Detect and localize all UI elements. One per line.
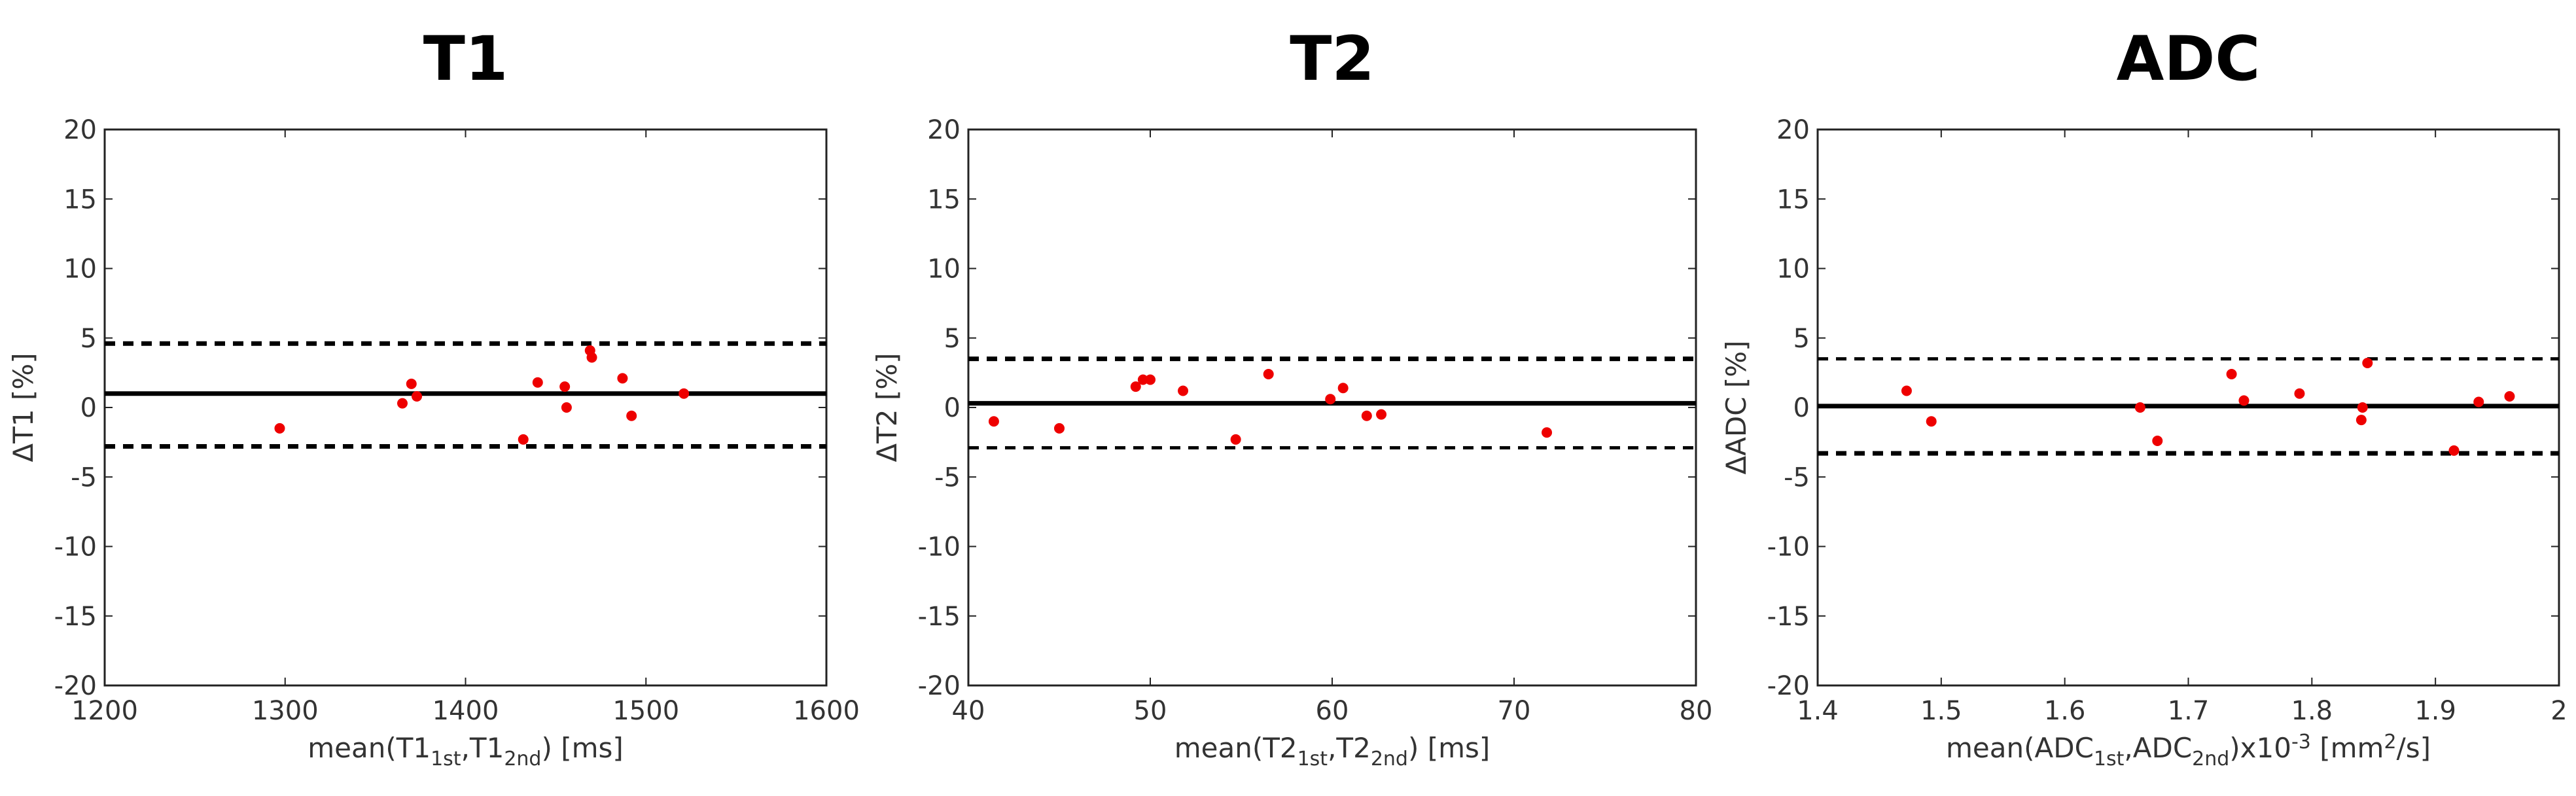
adc-data-point — [2448, 445, 2460, 456]
t2-data-point — [1145, 374, 1156, 385]
t2-data-point — [1542, 427, 1553, 438]
adc-xtick-label: 1.9 — [2414, 696, 2456, 726]
adc-xtick-label: 1.6 — [2044, 696, 2086, 726]
adc-data-point — [2473, 396, 2484, 407]
t1-xtick-label: 1200 — [71, 696, 138, 726]
adc-data-point — [2294, 388, 2305, 399]
t2-data-point — [1178, 385, 1189, 396]
adc-ytick-label: 0 — [1793, 393, 1810, 423]
t2-data-point — [988, 416, 999, 427]
t2-data-point — [1325, 394, 1336, 405]
t1-xtick-label: 1300 — [252, 696, 319, 726]
t1-x-axis-label: mean(T11st,T12nd) [ms] — [308, 732, 624, 770]
adc-panel: ADC 20 15 10 5 0 -5 -10 -15 -201.4 1.5 1.6 1.7 1.8 1.9… — [1720, 24, 2567, 770]
t1-data-point — [406, 378, 417, 389]
t2-data-point — [1130, 381, 1141, 392]
adc-data-point — [1926, 416, 1937, 427]
adc-data-point — [2152, 436, 2163, 446]
t1-ytick-label: 10 — [63, 254, 97, 285]
t1-data-point — [397, 398, 408, 409]
adc-xtick-label: 1.8 — [2291, 696, 2333, 726]
t2-plot-frame — [967, 128, 1697, 687]
t2-ytick-label: -10 — [918, 532, 961, 562]
t2-xtick-label: 70 — [1498, 696, 1531, 726]
t2-x-axis-label: mean(T21st,T22nd) [ms] — [1174, 732, 1491, 770]
t1-data-point — [679, 388, 690, 399]
t2-data-point — [1137, 374, 1148, 385]
t2-data-point — [1054, 423, 1065, 434]
t2-ytick-label: -15 — [918, 602, 961, 632]
adc-data-point — [1901, 385, 1912, 396]
t2-xtick-label: 40 — [952, 696, 985, 726]
t1-y-axis-label: ΔT1 [%] — [7, 353, 39, 462]
adc-ytick-label: -20 — [1767, 671, 1810, 701]
adc-xtick-label: 1.5 — [1920, 696, 1962, 726]
adc-ytick-label: 5 — [1793, 324, 1810, 354]
adc-data-point — [2238, 395, 2250, 406]
t2-ytick-label: 20 — [927, 115, 961, 145]
t1-xtick-label: 1600 — [793, 696, 860, 726]
t1-data-point — [518, 434, 529, 445]
t1-ytick-label: 5 — [80, 324, 97, 354]
adc-ytick-label: 10 — [1776, 254, 1810, 285]
t2-ytick-label: 5 — [944, 324, 961, 354]
t1-plot-frame — [103, 128, 828, 687]
t1-data-point — [626, 410, 637, 421]
adc-data-point — [2355, 415, 2367, 426]
adc-xtick-label: 1.4 — [1797, 696, 1839, 726]
t1-data-point — [586, 352, 597, 363]
adc-ytick-label: -10 — [1767, 532, 1810, 562]
t2-ytick-label: 10 — [927, 254, 961, 285]
t2-ytick-label: 15 — [927, 184, 961, 215]
adc-title: ADC — [2117, 24, 2261, 95]
t1-ytick-label: 20 — [63, 115, 97, 145]
t1-data-point — [274, 423, 285, 434]
t1-ytick-label: -10 — [54, 532, 97, 562]
t1-ytick-label: -5 — [71, 462, 97, 493]
t1-data-point — [532, 377, 543, 388]
adc-data-point — [2134, 402, 2145, 413]
t2-ytick-label: -20 — [918, 671, 961, 701]
t1-title: T1 — [423, 24, 508, 95]
t1-xtick-label: 1500 — [612, 696, 679, 726]
t2-data-point — [1376, 409, 1387, 420]
t1-ytick-label: -15 — [54, 602, 97, 632]
t1-data-point — [561, 402, 572, 413]
adc-xtick-label: 1.7 — [2168, 696, 2210, 726]
t2-xtick-label: 80 — [1680, 696, 1713, 726]
t1-data-point — [559, 381, 571, 392]
adc-ytick-label: -15 — [1767, 602, 1810, 632]
adc-data-point — [2504, 391, 2515, 402]
t2-data-point — [1263, 369, 1274, 379]
adc-data-point — [2226, 369, 2237, 379]
t1-ytick-label: -20 — [54, 671, 97, 701]
t2-data-point — [1337, 383, 1349, 394]
adc-data-point — [2362, 358, 2373, 368]
t2-data-point — [1230, 434, 1241, 445]
t1-ytick-label: 15 — [63, 184, 97, 215]
t1-data-point — [617, 373, 628, 384]
t2-ytick-label: 0 — [944, 393, 961, 423]
adc-xtick-label: 2 — [2550, 696, 2567, 726]
t1-xtick-label: 1400 — [432, 696, 499, 726]
adc-data-point — [2357, 402, 2368, 413]
t2-xtick-label: 60 — [1316, 696, 1349, 726]
adc-y-axis-label: ΔADC [%] — [1720, 340, 1752, 474]
adc-ytick-label: 20 — [1776, 115, 1810, 145]
t2-title: T2 — [1290, 24, 1375, 95]
t1-data-point — [412, 391, 423, 402]
t2-ytick-label: -5 — [934, 462, 961, 493]
adc-ytick-label: 15 — [1776, 184, 1810, 215]
t2-xtick-label: 50 — [1134, 696, 1167, 726]
adc-x-axis-label: mean(ADC1st,ADC2nd)x10-3 [mm2/s] — [1946, 731, 2431, 770]
adc-ytick-label: -5 — [1784, 462, 1810, 493]
t2-data-point — [1361, 410, 1372, 421]
t2-y-axis-label: ΔT2 [%] — [871, 353, 903, 462]
t1-ytick-label: 0 — [80, 393, 97, 423]
